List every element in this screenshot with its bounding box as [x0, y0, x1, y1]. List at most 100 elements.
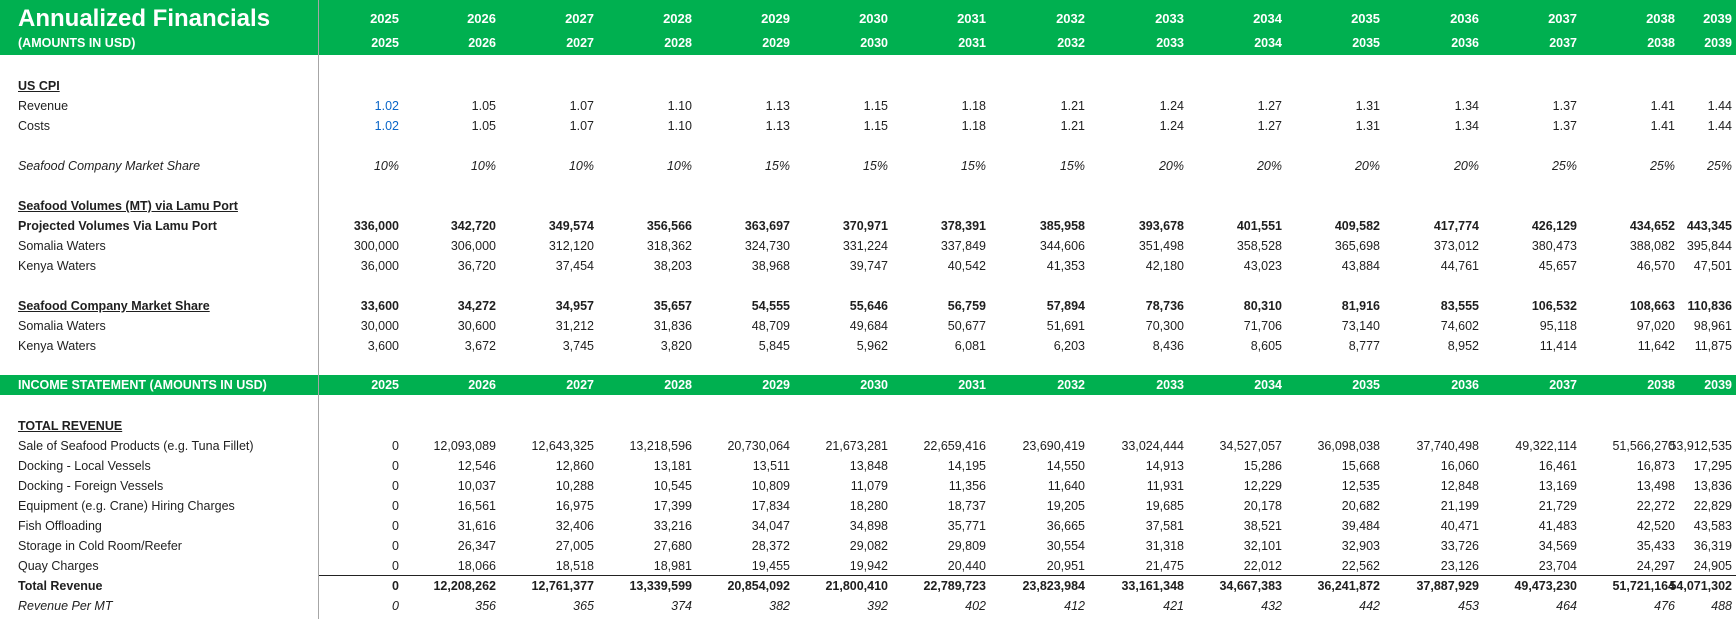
value-cell[interactable]: 14,195: [947, 459, 986, 473]
value-cell[interactable]: 15%: [960, 159, 986, 173]
year-header[interactable]: 2038: [1646, 11, 1675, 26]
year-header[interactable]: 2027: [566, 36, 594, 50]
year-header[interactable]: 2030: [859, 11, 888, 26]
value-cell[interactable]: 21,475: [1145, 559, 1184, 573]
year-header[interactable]: 2032: [1057, 36, 1085, 50]
value-cell[interactable]: 344,606: [1039, 239, 1085, 253]
value-cell[interactable]: 402: [965, 599, 986, 613]
value-cell[interactable]: 71,706: [1243, 319, 1282, 333]
value-cell[interactable]: 34,527,057: [1219, 439, 1282, 453]
value-cell[interactable]: 1.37: [1552, 99, 1577, 113]
value-cell[interactable]: 0: [392, 519, 399, 533]
value-cell[interactable]: 108,663: [1629, 299, 1675, 313]
value-cell[interactable]: 23,704: [1538, 559, 1577, 573]
year-header[interactable]: 2026: [468, 36, 496, 50]
value-cell[interactable]: 324,730: [744, 239, 790, 253]
value-cell[interactable]: 41,353: [1046, 259, 1085, 273]
value-cell[interactable]: 36,241,872: [1317, 579, 1380, 593]
value-cell[interactable]: 15,668: [1341, 459, 1380, 473]
row-label[interactable]: Sale of Seafood Products (e.g. Tuna Fill…: [18, 439, 254, 453]
value-cell[interactable]: 49,684: [849, 319, 888, 333]
value-cell[interactable]: 12,093,089: [433, 439, 496, 453]
value-cell[interactable]: 40,471: [1440, 519, 1479, 533]
value-cell[interactable]: 32,406: [555, 519, 594, 533]
row-label[interactable]: Docking - Foreign Vessels: [18, 479, 164, 493]
value-cell[interactable]: 21,199: [1440, 499, 1479, 513]
value-cell[interactable]: 409,582: [1334, 219, 1380, 233]
year-header[interactable]: 2030: [860, 36, 888, 50]
value-cell[interactable]: 10%: [470, 159, 496, 173]
value-cell[interactable]: 395,844: [1686, 239, 1732, 253]
value-cell[interactable]: 20,951: [1046, 559, 1085, 573]
year-header[interactable]: 2035: [1352, 378, 1380, 392]
value-cell[interactable]: 306,000: [450, 239, 496, 253]
value-cell[interactable]: 0: [392, 599, 399, 613]
value-cell[interactable]: 31,836: [653, 319, 692, 333]
year-header[interactable]: 2036: [1450, 11, 1479, 26]
value-cell[interactable]: 36,098,038: [1317, 439, 1380, 453]
year-header[interactable]: 2033: [1155, 11, 1184, 26]
value-cell[interactable]: 6,203: [1053, 339, 1085, 353]
value-cell[interactable]: 20%: [1256, 159, 1282, 173]
value-cell[interactable]: 27,680: [653, 539, 692, 553]
year-header[interactable]: 2037: [1548, 11, 1577, 26]
value-cell[interactable]: 1.10: [667, 99, 692, 113]
year-header[interactable]: 2030: [860, 378, 888, 392]
value-cell[interactable]: 13,836: [1693, 479, 1732, 493]
value-cell[interactable]: 95,118: [1539, 319, 1577, 333]
value-cell[interactable]: 78,736: [1145, 299, 1184, 313]
value-cell[interactable]: 15%: [1059, 159, 1085, 173]
value-cell[interactable]: 382: [769, 599, 790, 613]
year-header[interactable]: 2039: [1703, 11, 1732, 26]
value-cell[interactable]: 10,809: [751, 479, 790, 493]
value-cell[interactable]: 33,216: [653, 519, 692, 533]
value-cell[interactable]: 331,224: [842, 239, 888, 253]
value-cell[interactable]: 11,640: [1047, 479, 1085, 493]
value-cell[interactable]: 36,665: [1046, 519, 1085, 533]
value-cell[interactable]: 12,208,262: [433, 579, 496, 593]
value-cell[interactable]: 401,551: [1236, 219, 1282, 233]
value-cell[interactable]: 57,894: [1046, 299, 1085, 313]
value-cell[interactable]: 34,667,383: [1219, 579, 1282, 593]
value-cell[interactable]: 31,616: [457, 519, 496, 533]
value-cell[interactable]: 28,372: [751, 539, 790, 553]
value-cell[interactable]: 1.31: [1355, 119, 1380, 133]
value-cell[interactable]: 443,345: [1686, 219, 1732, 233]
value-cell[interactable]: 1.05: [471, 99, 496, 113]
value-cell[interactable]: 54,071,302: [1669, 579, 1732, 593]
row-label[interactable]: Total Revenue: [18, 579, 103, 593]
value-cell[interactable]: 10,288: [555, 479, 594, 493]
year-header[interactable]: 2028: [664, 378, 692, 392]
value-cell[interactable]: 11,931: [1146, 479, 1184, 493]
sheet-title[interactable]: Annualized Financials: [18, 5, 271, 32]
value-cell[interactable]: 20,854,092: [727, 579, 790, 593]
value-cell[interactable]: 0: [392, 539, 399, 553]
value-cell[interactable]: 16,561: [457, 499, 496, 513]
year-header[interactable]: 2026: [468, 378, 496, 392]
year-header[interactable]: 2025: [370, 11, 399, 26]
value-cell[interactable]: 37,887,929: [1416, 579, 1479, 593]
value-cell[interactable]: 417,774: [1433, 219, 1479, 233]
value-cell[interactable]: 6,081: [954, 339, 986, 353]
year-header[interactable]: 2026: [467, 11, 496, 26]
value-cell[interactable]: 1.27: [1257, 119, 1282, 133]
year-header[interactable]: 2039: [1704, 378, 1732, 392]
value-cell[interactable]: 45,657: [1538, 259, 1577, 273]
value-cell[interactable]: 1.10: [667, 119, 692, 133]
row-label[interactable]: Docking - Local Vessels: [18, 459, 151, 473]
value-cell[interactable]: 14,550: [1046, 459, 1085, 473]
value-cell[interactable]: 412: [1064, 599, 1085, 613]
value-cell[interactable]: 358,528: [1236, 239, 1282, 253]
value-cell[interactable]: 27,005: [555, 539, 594, 553]
value-cell[interactable]: 21,729: [1538, 499, 1577, 513]
value-cell[interactable]: 83,555: [1440, 299, 1479, 313]
value-cell[interactable]: 43,023: [1243, 259, 1282, 273]
value-cell[interactable]: 380,473: [1531, 239, 1577, 253]
value-cell[interactable]: 8,605: [1250, 339, 1282, 353]
value-cell[interactable]: 17,834: [751, 499, 790, 513]
value-cell[interactable]: 349,574: [548, 219, 594, 233]
value-cell[interactable]: 50,677: [947, 319, 986, 333]
value-cell[interactable]: 30,554: [1046, 539, 1085, 553]
section-title[interactable]: Seafood Volumes (MT) via Lamu Port: [18, 199, 238, 213]
year-header[interactable]: 2037: [1549, 378, 1577, 392]
